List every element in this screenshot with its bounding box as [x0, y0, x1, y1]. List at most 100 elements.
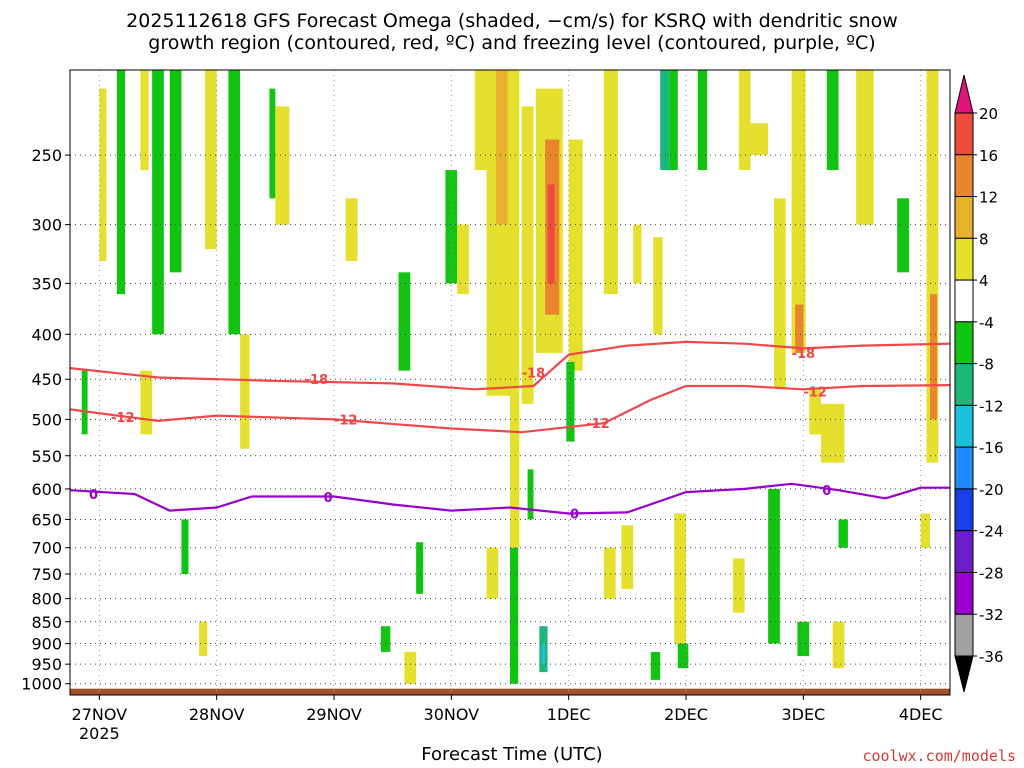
omega-cell: [809, 387, 821, 435]
y-tick-label: 500: [31, 410, 62, 429]
omega-cell: [199, 621, 208, 657]
x-year-label: 2025: [79, 724, 120, 743]
y-tick-label: 600: [31, 480, 62, 499]
omega-cell: [510, 70, 520, 548]
omega-cell: [826, 70, 839, 171]
omega-cell: [269, 88, 276, 199]
y-tick-label: 650: [31, 510, 62, 529]
omega-cell: [660, 70, 670, 171]
omega-cell: [140, 370, 153, 435]
omega-cell: [603, 70, 618, 295]
colorbar-label: 12: [979, 189, 998, 207]
colorbar-label: -24: [979, 523, 1004, 541]
chart-title-line2: growth region (contoured, red, ºC) and f…: [148, 32, 876, 54]
omega-cell: [275, 106, 290, 225]
omega-cell: [926, 70, 939, 463]
omega-cell: [547, 184, 555, 284]
site-credit[interactable]: coolwx.com/models: [862, 747, 1016, 765]
colorbar-swatch: [954, 446, 974, 490]
omega-cell: [152, 70, 164, 335]
y-tick-label: 1000: [21, 675, 62, 694]
y-tick-label: 700: [31, 539, 62, 558]
colorbar-bottom-arrow: [954, 655, 974, 693]
omega-cell: [81, 370, 88, 435]
contour-label: -12: [586, 417, 610, 432]
contour-label: -12: [334, 413, 358, 428]
omega-cell: [445, 170, 458, 284]
colorbar-swatch: [954, 404, 974, 448]
omega-cell: [566, 361, 575, 442]
omega-cell: [677, 643, 689, 669]
colorbar-swatch: [954, 321, 974, 365]
omega-shading: [81, 70, 939, 684]
colorbar-legend: 20 16 12 8 4 -4 -8 -12 -16 -20 -24 -28 -32 -36: [954, 74, 1004, 693]
contour-label: -18: [522, 366, 546, 381]
colorbar-swatch: [954, 530, 974, 573]
y-tick-label: 350: [31, 274, 62, 293]
omega-cell: [732, 558, 745, 613]
colorbar-swatch: [954, 279, 974, 323]
omega-cell: [486, 547, 499, 599]
ground-layer: [70, 688, 950, 695]
contour-label: 0: [324, 491, 333, 506]
y-tick-label: 300: [31, 216, 62, 235]
plot-frame: [69, 69, 951, 696]
y-tick-label: 750: [31, 565, 62, 584]
contour-label: 0: [822, 484, 831, 499]
x-tick-label: 30NOV: [424, 705, 480, 724]
colorbar-label: 20: [979, 105, 998, 123]
colorbar-label: -32: [979, 606, 1004, 624]
omega-cell: [791, 70, 806, 353]
omega-cell: [404, 651, 417, 684]
x-tick-label: 4DEC: [899, 705, 943, 724]
colorbar-label: -16: [979, 439, 1004, 457]
omega-cell: [832, 621, 845, 669]
y-tick-label: 400: [31, 325, 62, 344]
omega-cell: [457, 224, 469, 295]
omega-cell: [380, 626, 391, 652]
contour-line: [69, 340, 951, 391]
colorbar-label: 4: [979, 272, 989, 290]
omega-cell: [527, 469, 534, 520]
omega-cell: [768, 488, 780, 644]
omega-cell: [204, 70, 217, 250]
y-tick-label: 850: [31, 613, 62, 632]
omega-cell: [744, 123, 769, 156]
omega-cell: [116, 70, 126, 295]
omega-cell: [653, 237, 663, 335]
contour-labels: -18 -12 -12 -18 -12 -18 -12 0 0 0 0: [89, 347, 831, 523]
contour-label: 0: [570, 508, 579, 523]
x-axis: 27NOV 28NOV 29NOV 30NOV 1DEC 2DEC 3DEC 4DEC 2025: [72, 695, 943, 743]
colorbar-label: 8: [979, 230, 989, 248]
colorbar-swatch: [954, 571, 974, 615]
contour-label: -12: [111, 411, 135, 426]
x-tick-label: 2DEC: [664, 705, 708, 724]
x-tick-label: 27NOV: [72, 705, 128, 724]
x-tick-label: 3DEC: [781, 705, 825, 724]
omega-cell: [228, 70, 241, 335]
omega-cell: [169, 70, 182, 273]
colorbar-label: -4: [979, 314, 994, 332]
colorbar-swatch: [954, 237, 974, 281]
omega-cell: [521, 106, 534, 404]
omega-cell: [797, 621, 810, 657]
omega-cell: [495, 70, 508, 225]
omega-cell: [99, 88, 107, 261]
omega-cell: [650, 651, 661, 680]
colorbar-label: 16: [979, 147, 998, 165]
contour-label: -18: [305, 373, 329, 388]
omega-cell: [474, 70, 487, 171]
ground-fill: [70, 688, 950, 695]
contour-line: [69, 384, 951, 434]
y-tick-label: 950: [31, 655, 62, 674]
contour-label: 0: [89, 488, 98, 503]
colorbar-label: -8: [979, 356, 994, 374]
colorbar-swatch: [954, 154, 974, 198]
omega-cell: [398, 272, 411, 371]
colorbar-swatch: [954, 112, 974, 156]
colorbar-swatch: [954, 488, 974, 532]
contour-lines: [69, 340, 951, 515]
omega-cell: [920, 513, 931, 548]
omega-cell: [568, 139, 583, 371]
omega-cell: [930, 294, 938, 420]
